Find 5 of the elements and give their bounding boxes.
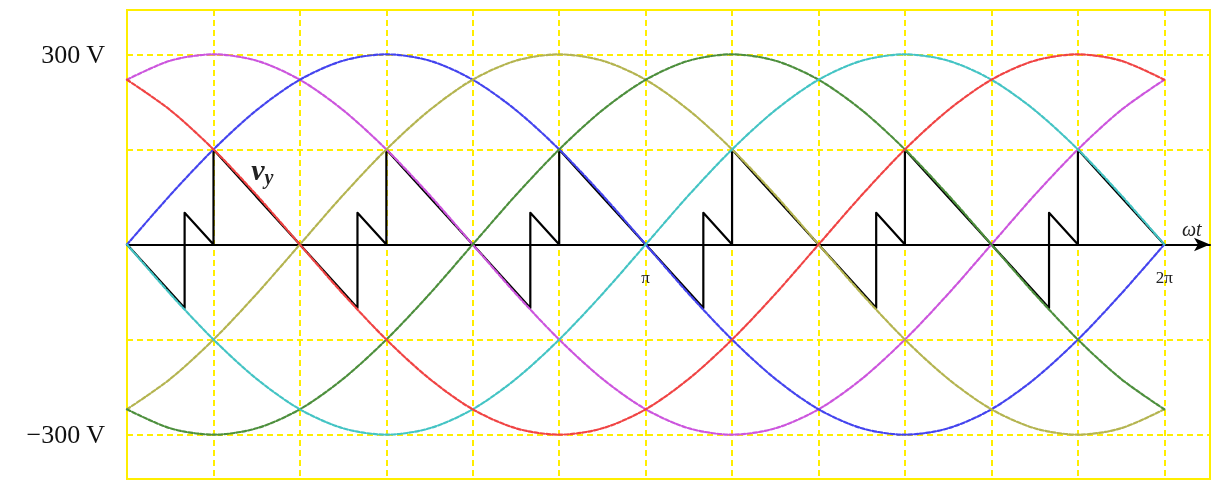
y-tick-label: −300 V (26, 420, 106, 450)
y-tick-label: 300 V (41, 39, 106, 69)
x-tick-label: 2π (1155, 268, 1174, 287)
x-tick-label: π (641, 268, 651, 287)
x-axis-title: ωt (1182, 217, 1203, 240)
